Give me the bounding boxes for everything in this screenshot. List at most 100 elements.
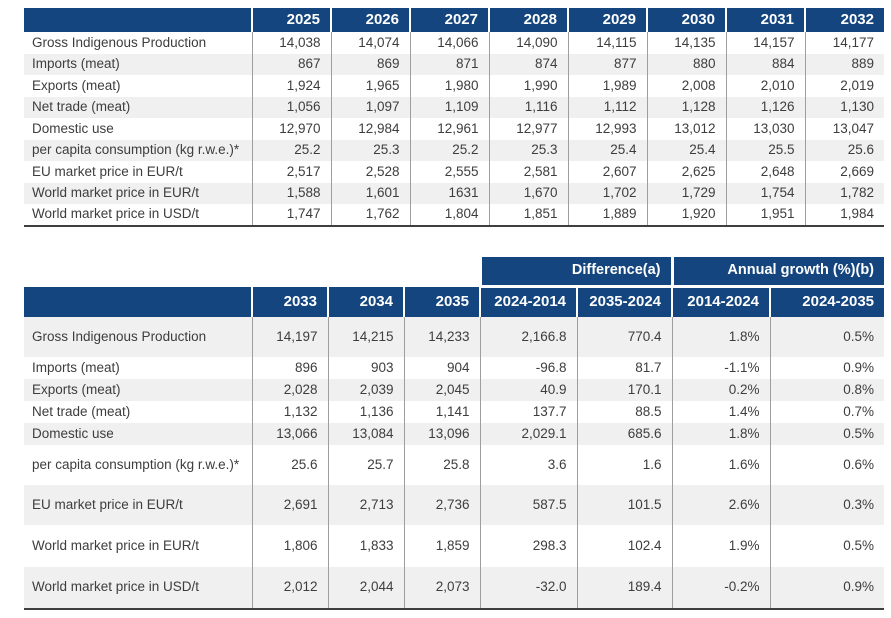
table-row: EU market price in EUR/t 2,691 2,713 2,736 5… bbox=[24, 484, 885, 525]
row-label: EU market price in EUR/t bbox=[32, 163, 183, 179]
cell-value: 1,116 bbox=[488, 96, 568, 118]
cell-value: 1,965 bbox=[330, 75, 410, 97]
cell-value: 2,691 bbox=[251, 484, 328, 525]
cell-value: 2,517 bbox=[251, 161, 331, 183]
header-range: 2024-2014 bbox=[479, 286, 577, 317]
cell-value: 25.3 bbox=[330, 139, 410, 161]
cell-value: 2,555 bbox=[409, 161, 489, 183]
cell-value: 2,019 bbox=[804, 75, 884, 97]
cell-value: 13,047 bbox=[804, 118, 884, 140]
cell-value: 871 bbox=[409, 53, 489, 75]
cell-value: 14,074 bbox=[330, 32, 410, 54]
cell-value: 3.6 bbox=[479, 444, 577, 485]
cell-value: 0.7% bbox=[769, 400, 885, 423]
cell-value: 1.8% bbox=[671, 316, 771, 357]
cell-value: 14,215 bbox=[327, 316, 404, 357]
cell-value: 1,141 bbox=[403, 400, 480, 423]
cell-value: 1,702 bbox=[567, 182, 647, 204]
table-bottom-body: Gross Indigenous Production 14,197 14,215 1… bbox=[24, 316, 885, 609]
header-row: 2033 2034 2035 2024-2014 2035-2024 2014-… bbox=[24, 286, 885, 317]
row-label: Imports (meat) bbox=[32, 359, 120, 375]
cell-value: 1,128 bbox=[646, 96, 726, 118]
cell-value: 1.6 bbox=[576, 444, 673, 485]
row-label: Imports (meat) bbox=[32, 56, 120, 72]
row-label: EU market price in EUR/t bbox=[32, 496, 183, 512]
cell-value: 2,028 bbox=[251, 378, 328, 401]
cell-value: 1,754 bbox=[725, 182, 805, 204]
group-header-spacer bbox=[24, 256, 480, 287]
cell-value: 2,648 bbox=[725, 161, 805, 183]
cell-value: 13,084 bbox=[327, 422, 404, 445]
cell-value: 2,039 bbox=[327, 378, 404, 401]
row-label: World market price in USD/t bbox=[32, 206, 200, 222]
cell-value: 0.9% bbox=[769, 566, 885, 609]
row-label: Exports (meat) bbox=[32, 77, 121, 93]
cell-value: 25.4 bbox=[567, 139, 647, 161]
cell-value: 1.4% bbox=[671, 400, 771, 423]
cell-value: 1,056 bbox=[251, 96, 331, 118]
cell-value: 1,782 bbox=[804, 182, 884, 204]
cell-value: 1.8% bbox=[671, 422, 771, 445]
cell-value: 2,166.8 bbox=[479, 316, 577, 357]
table-row: Domestic use 12,970 12,984 12,961 12,977 12,9… bbox=[24, 118, 884, 140]
table-row: Exports (meat) 2,028 2,039 2,045 40.9 170.1 0.… bbox=[24, 378, 885, 401]
cell-value: 1,980 bbox=[409, 75, 489, 97]
table-row: World market price in USD/t 2,012 2,044 2,0… bbox=[24, 566, 885, 609]
header-range: 2014-2024 bbox=[671, 286, 771, 317]
header-year: 2032 bbox=[804, 8, 884, 32]
row-label: Exports (meat) bbox=[32, 381, 121, 397]
cell-value: 25.8 bbox=[403, 444, 480, 485]
table-bottom-header: Difference(a) Annual growth (%)(b) 2033 … bbox=[24, 256, 885, 317]
cell-value: 1,112 bbox=[567, 96, 647, 118]
cell-value: 25.2 bbox=[251, 139, 331, 161]
header-range: 2024-2035 bbox=[769, 286, 885, 317]
table-row: Imports (meat) 896 903 904 -96.8 81.7 -1.1% 0.9… bbox=[24, 356, 885, 379]
group-header-difference: Difference(a) bbox=[478, 256, 673, 288]
cell-value: 14,177 bbox=[804, 32, 884, 54]
cell-value: 904 bbox=[403, 356, 480, 379]
cell-value: 1,132 bbox=[251, 400, 328, 423]
cell-value: -32.0 bbox=[479, 566, 577, 609]
cell-value: 2,044 bbox=[327, 566, 404, 609]
cell-value: 2.6% bbox=[671, 484, 771, 525]
row-label: Domestic use bbox=[32, 120, 114, 136]
cell-value: 884 bbox=[725, 53, 805, 75]
cell-value: 1,833 bbox=[327, 524, 404, 567]
cell-value: 12,984 bbox=[330, 118, 410, 140]
table-row: Imports (meat) 867 869 871 874 877 880 884 889 bbox=[24, 53, 884, 75]
cell-value: 1,920 bbox=[646, 204, 726, 226]
cell-value: 1,670 bbox=[488, 182, 568, 204]
cell-value: 1.9% bbox=[671, 524, 771, 567]
cell-value: 2,528 bbox=[330, 161, 410, 183]
cell-value: 2,010 bbox=[725, 75, 805, 97]
table-row: Gross Indigenous Production 14,038 14,074 1… bbox=[24, 32, 884, 54]
row-label: Gross Indigenous Production bbox=[32, 328, 207, 344]
cell-value: 14,038 bbox=[251, 32, 331, 54]
row-label: World market price in EUR/t bbox=[32, 537, 200, 553]
cell-value: -96.8 bbox=[479, 356, 577, 379]
cell-value: 889 bbox=[804, 53, 884, 75]
cell-value: 14,233 bbox=[403, 316, 480, 357]
cell-value: 13,066 bbox=[251, 422, 328, 445]
projections-table-2033-2035-growth: Difference(a) Annual growth (%)(b) 2033 … bbox=[24, 256, 885, 610]
cell-value: 13,012 bbox=[646, 118, 726, 140]
cell-value: 2,073 bbox=[403, 566, 480, 609]
cell-value: 13,030 bbox=[725, 118, 805, 140]
table-row: World market price in EUR/t 1,588 1,601 163… bbox=[24, 182, 884, 204]
header-label-blank bbox=[24, 8, 252, 32]
row-label: Net trade (meat) bbox=[32, 403, 131, 419]
cell-value: 1,951 bbox=[725, 204, 805, 226]
header-row: 2025 2026 2027 2028 2029 2030 2031 2032 bbox=[24, 8, 884, 32]
header-year: 2033 bbox=[251, 286, 328, 317]
header-range: 2035-2024 bbox=[575, 286, 673, 317]
cell-value: 0.9% bbox=[769, 356, 885, 379]
cell-value: 298.3 bbox=[479, 524, 577, 567]
projections-table-2025-2032: 2025 2026 2027 2028 2029 2030 2031 2032 … bbox=[24, 8, 884, 227]
cell-value: 88.5 bbox=[576, 400, 673, 423]
cell-value: 25.5 bbox=[725, 139, 805, 161]
cell-value: 2,008 bbox=[646, 75, 726, 97]
table-row: Domestic use 13,066 13,084 13,096 2,029.1 685… bbox=[24, 422, 885, 445]
header-year: 2029 bbox=[567, 8, 647, 32]
cell-value: 25.4 bbox=[646, 139, 726, 161]
group-header-annual-growth: Annual growth (%)(b) bbox=[670, 256, 885, 288]
